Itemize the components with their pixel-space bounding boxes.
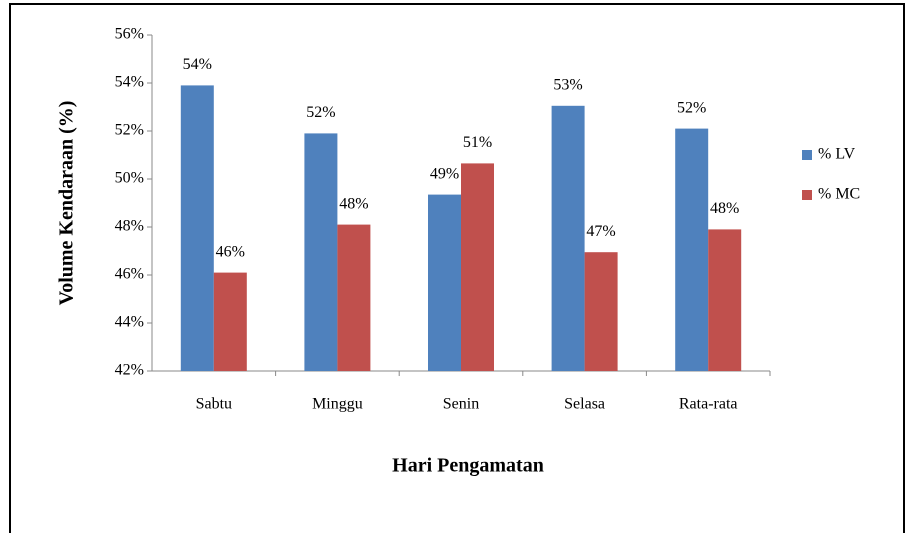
x-tick-label: Sabtu <box>196 396 232 413</box>
y-tick-label: 42% <box>115 362 144 379</box>
y-tick-label: 48% <box>115 218 144 235</box>
value-label: 53% <box>553 76 582 93</box>
x-tick-label: Selasa <box>564 396 605 413</box>
value-label: 52% <box>306 104 335 121</box>
y-tick-label: 50% <box>115 170 144 187</box>
value-label: 47% <box>586 223 615 240</box>
x-tick-label: Rata-rata <box>679 396 738 413</box>
bar <box>337 224 371 371</box>
value-label: 48% <box>710 200 739 217</box>
y-tick-label: 52% <box>115 122 144 139</box>
bar <box>584 252 618 371</box>
y-tick-label: 56% <box>115 26 144 43</box>
bar <box>304 133 338 371</box>
x-tick-label: Minggu <box>312 396 363 413</box>
bar <box>551 105 585 372</box>
value-label: 49% <box>430 165 459 182</box>
legend-swatch <box>802 150 812 160</box>
legend-label: % LV <box>818 146 856 163</box>
x-axis-title: Hari Pengamatan <box>392 455 544 477</box>
value-label: 51% <box>463 134 492 151</box>
y-tick-label: 46% <box>115 266 144 283</box>
value-label: 52% <box>677 99 706 116</box>
bar <box>213 272 247 371</box>
bar <box>180 85 214 372</box>
legend-swatch <box>802 190 812 200</box>
bar <box>428 194 461 371</box>
bar <box>708 229 742 371</box>
bar <box>461 163 494 371</box>
x-tick-label: Senin <box>443 396 479 413</box>
frame <box>9 3 905 533</box>
value-label: 54% <box>183 56 212 73</box>
y-tick-label: 54% <box>115 74 144 91</box>
y-axis-title: Volume Kendaraan (%) <box>56 101 78 306</box>
y-tick-label: 44% <box>115 314 144 331</box>
bar <box>675 128 709 371</box>
legend-label: % MC <box>818 186 860 203</box>
value-label: 48% <box>339 195 368 212</box>
value-label: 46% <box>216 243 245 260</box>
